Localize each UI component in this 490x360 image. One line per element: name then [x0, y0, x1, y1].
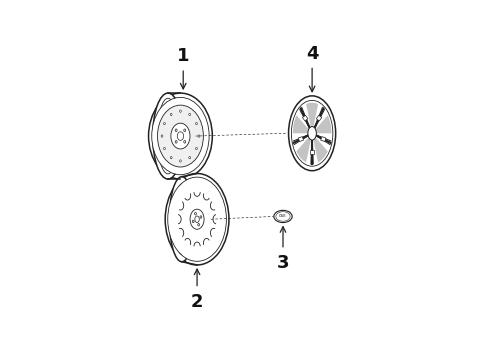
- Ellipse shape: [165, 174, 229, 265]
- Polygon shape: [298, 137, 303, 141]
- Polygon shape: [306, 103, 318, 128]
- Ellipse shape: [184, 140, 186, 143]
- Ellipse shape: [184, 129, 186, 131]
- Polygon shape: [313, 136, 328, 162]
- Text: 4: 4: [306, 45, 318, 63]
- Ellipse shape: [153, 93, 183, 179]
- Ellipse shape: [198, 224, 199, 226]
- Ellipse shape: [189, 113, 191, 116]
- Ellipse shape: [157, 98, 179, 174]
- Ellipse shape: [292, 100, 333, 166]
- Ellipse shape: [164, 122, 165, 125]
- Ellipse shape: [274, 210, 292, 222]
- Polygon shape: [321, 137, 326, 141]
- Polygon shape: [296, 136, 311, 162]
- Ellipse shape: [193, 220, 194, 223]
- Ellipse shape: [179, 110, 181, 112]
- Ellipse shape: [161, 135, 163, 137]
- Polygon shape: [315, 115, 331, 133]
- Ellipse shape: [189, 157, 191, 159]
- Text: 3: 3: [277, 254, 289, 272]
- Ellipse shape: [196, 147, 197, 150]
- Ellipse shape: [196, 122, 197, 125]
- Ellipse shape: [177, 132, 184, 140]
- Ellipse shape: [171, 157, 172, 159]
- Polygon shape: [302, 115, 308, 121]
- Ellipse shape: [190, 209, 204, 229]
- Ellipse shape: [152, 98, 209, 175]
- Ellipse shape: [289, 96, 336, 171]
- Ellipse shape: [164, 147, 165, 150]
- Ellipse shape: [161, 105, 175, 167]
- Ellipse shape: [198, 135, 200, 137]
- Ellipse shape: [170, 177, 195, 262]
- Text: OSE: OSE: [279, 215, 287, 219]
- Polygon shape: [316, 115, 322, 121]
- Ellipse shape: [179, 160, 181, 162]
- Ellipse shape: [171, 123, 190, 149]
- Ellipse shape: [195, 212, 196, 215]
- Ellipse shape: [175, 129, 177, 131]
- Ellipse shape: [148, 93, 212, 179]
- Ellipse shape: [168, 177, 226, 261]
- Polygon shape: [293, 115, 309, 133]
- Ellipse shape: [195, 216, 199, 222]
- Ellipse shape: [276, 212, 290, 221]
- Text: 1: 1: [177, 48, 190, 66]
- Ellipse shape: [175, 140, 177, 143]
- Ellipse shape: [308, 127, 317, 140]
- Ellipse shape: [200, 216, 202, 218]
- Ellipse shape: [171, 113, 172, 116]
- Ellipse shape: [157, 105, 203, 167]
- Polygon shape: [310, 150, 314, 154]
- Ellipse shape: [175, 184, 189, 255]
- Text: 2: 2: [191, 293, 203, 311]
